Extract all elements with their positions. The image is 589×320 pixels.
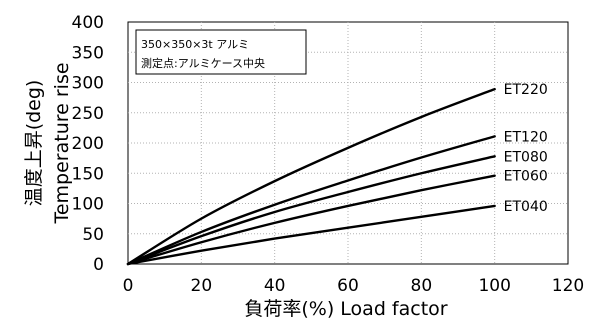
series-label-et120: ET120	[504, 129, 548, 145]
x-tick-label: 120	[552, 276, 584, 296]
annotation-line-1: 350×350×3t アルミ	[141, 38, 249, 51]
x-tick-label: 80	[411, 276, 433, 296]
series-label-et080: ET080	[504, 149, 548, 165]
y-tick-label: 50	[82, 225, 104, 245]
x-tick-label: 40	[264, 276, 286, 296]
y-tick-label: 400	[72, 13, 104, 33]
y-tick-label: 200	[72, 134, 104, 154]
series-line-et060	[126, 174, 496, 266]
y-tick-label: 250	[72, 104, 104, 124]
y-tick-labels: 0 50 100 150 200 250 300 350 400	[72, 13, 104, 275]
series-label-et220: ET220	[504, 82, 548, 98]
y-tick-label: 100	[72, 195, 104, 215]
series-lines	[126, 87, 496, 266]
series-line-et080	[126, 155, 496, 266]
series-label-et060: ET060	[504, 169, 548, 185]
y-tick-label: 0	[93, 255, 104, 275]
x-tick-labels: 0 20 40 60 80 100 120	[123, 276, 585, 296]
y-tick-label: 150	[72, 164, 104, 184]
series-labels: ET220 ET120 ET080 ET060 ET040	[504, 82, 548, 215]
annotation-line-2: 測定点:アルミケース中央	[141, 56, 265, 70]
annotation-box: 350×350×3t アルミ 測定点:アルミケース中央	[135, 29, 307, 75]
series-label-et040: ET040	[504, 199, 548, 215]
series-line-et040	[126, 204, 496, 266]
x-tick-label: 100	[478, 276, 510, 296]
series-line-et120	[126, 135, 496, 266]
x-tick-label: 20	[191, 276, 213, 296]
y-axis-title-en: Temperature rise	[51, 62, 73, 224]
x-tick-label: 60	[337, 276, 359, 296]
y-axis-title-ja: 温度上昇(deg)	[23, 80, 45, 207]
x-axis-title: 負荷率(%) Load factor	[244, 298, 447, 320]
y-tick-label: 350	[72, 43, 104, 63]
x-tick-label: 0	[123, 276, 134, 296]
y-tick-label: 300	[72, 74, 104, 94]
series-line-et220	[126, 87, 496, 266]
